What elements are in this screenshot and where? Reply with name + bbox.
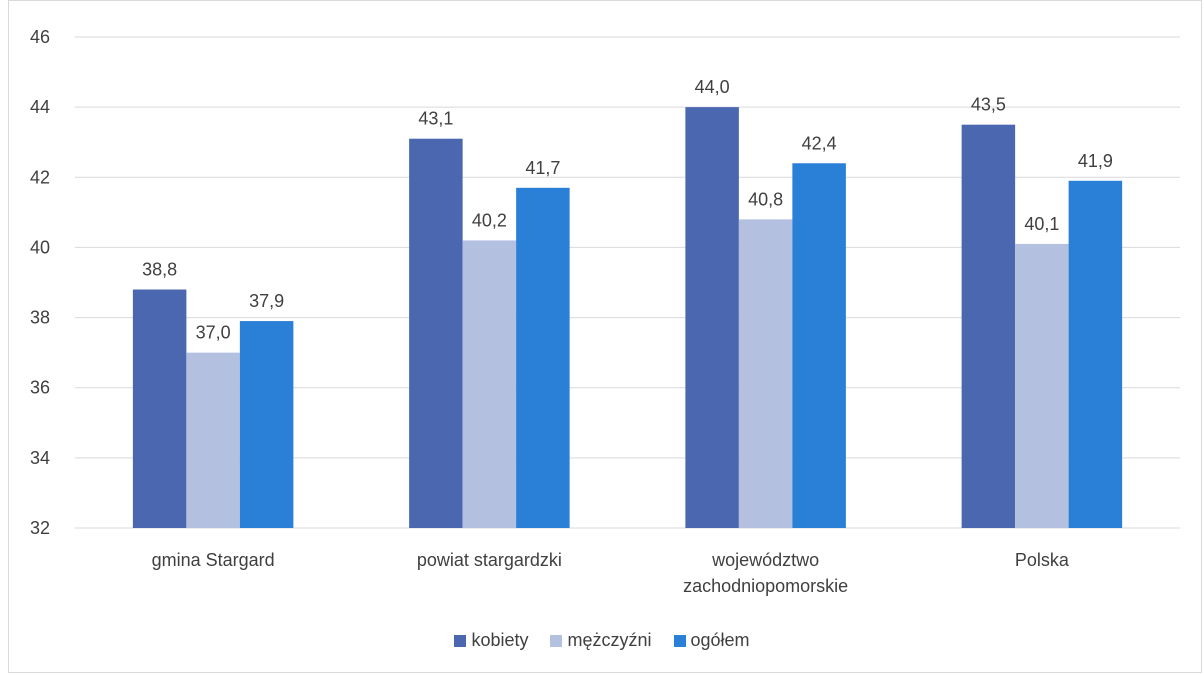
x-category-label: powiat stargardzki <box>417 550 562 570</box>
y-tick-label: 42 <box>30 167 50 187</box>
bar-kobiety <box>685 107 739 529</box>
bar-ogółem <box>1068 180 1123 529</box>
bar-ogółem <box>792 163 846 528</box>
y-tick-label: 34 <box>30 448 50 468</box>
bar-mężczyźni <box>462 240 517 528</box>
x-category-label: gmina Stargard <box>152 550 275 570</box>
legend-item: kobiety <box>454 630 528 651</box>
y-tick-label: 32 <box>30 518 50 538</box>
x-category-label: Polska <box>1015 550 1070 570</box>
bar-chart: 32 34 36 38 40 42 44 46 38,8 37,0 37,9 gmina Starga… <box>30 27 1180 596</box>
legend-label: mężczyźni <box>567 630 652 650</box>
bar-mężczyźni <box>1015 243 1069 528</box>
bar-mężczyźni <box>186 352 240 528</box>
data-label: 41,7 <box>525 158 560 178</box>
data-label: 38,8 <box>142 260 177 280</box>
y-tick-label: 40 <box>30 237 50 257</box>
data-label: 43,1 <box>418 109 453 129</box>
bar-mężczyźni <box>738 219 793 528</box>
data-label: 42,4 <box>802 133 837 153</box>
bar-kobiety <box>132 289 187 528</box>
legend-swatch <box>550 634 563 647</box>
data-label: 37,9 <box>249 291 284 311</box>
y-tick-label: 44 <box>30 97 50 117</box>
legend-label: kobiety <box>471 630 529 650</box>
legend-label: ogółem <box>690 630 750 650</box>
data-label: 40,8 <box>748 189 783 209</box>
bar-ogółem <box>239 321 294 528</box>
y-tick-label: 46 <box>30 27 50 47</box>
bar-kobiety <box>409 138 463 528</box>
data-label: 44,0 <box>695 77 730 97</box>
legend-swatch <box>454 634 467 647</box>
data-label: 40,2 <box>472 210 507 230</box>
data-label: 40,1 <box>1024 214 1059 234</box>
bar-ogółem <box>516 187 570 529</box>
bar-kobiety <box>961 124 1016 528</box>
x-category-label: województwo <box>711 550 819 570</box>
legend-swatch <box>673 634 686 647</box>
data-label: 37,0 <box>196 323 231 343</box>
legend: kobiety mężczyźni ogółem <box>0 630 1204 651</box>
legend-item: mężczyźni <box>550 630 652 651</box>
data-label: 41,9 <box>1078 151 1113 171</box>
legend-item: ogółem <box>673 630 750 651</box>
y-tick-label: 36 <box>30 378 50 398</box>
data-label: 43,5 <box>971 95 1006 115</box>
x-category-label: zachodniopomorskie <box>683 576 848 596</box>
y-tick-label: 38 <box>30 308 50 328</box>
